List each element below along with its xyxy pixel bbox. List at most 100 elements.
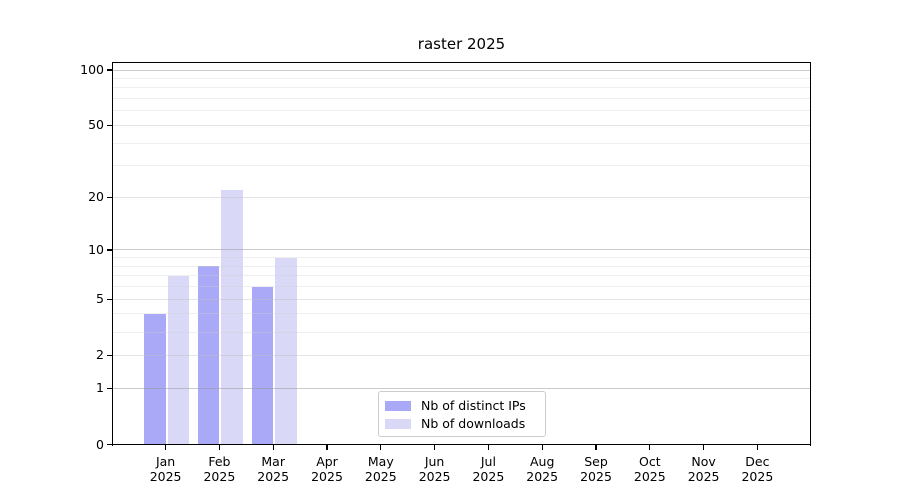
y-gridline-10 [113, 249, 810, 251]
bar-nb-of-downloads-mar-2025 [275, 257, 297, 445]
y-tick-1 [107, 387, 112, 389]
x-tick-label-feb-2025: Feb 2025 [191, 454, 247, 485]
y-tick-label-5: 5 [96, 291, 104, 307]
x-tick-jun-2025 [434, 445, 436, 450]
x-tick-nov-2025 [703, 445, 705, 450]
x-tick-jul-2025 [487, 445, 489, 450]
y-gridline-2 [113, 354, 810, 356]
x-tick-label-line: May [367, 453, 394, 469]
y-tick-label-20: 20 [88, 189, 104, 205]
y-gridline-minor-60 [113, 110, 810, 112]
x-tick-label-line: 2025 [203, 469, 236, 484]
x-tick-label-nov-2025: Nov 2025 [676, 454, 732, 485]
x-tick-oct-2025 [649, 445, 651, 450]
bar-nb-of-downloads-jan-2025 [167, 275, 190, 445]
x-tick-label-line: 2025 [311, 469, 343, 484]
y-tick-label-1: 1 [96, 380, 104, 396]
bar-nb-of-distinct-ips-feb-2025 [197, 266, 220, 445]
x-tick-mar-2025 [272, 445, 274, 450]
y-tick-100 [107, 69, 112, 71]
x-tick-apr-2025 [326, 445, 328, 450]
y-tick-50 [107, 124, 112, 127]
x-tick-label-line: Mar [261, 453, 285, 469]
x-tick-label-apr-2025: Apr 2025 [299, 454, 355, 485]
y-tick-label-0: 0 [96, 436, 104, 452]
axis-spine-left [112, 62, 114, 446]
x-tick-label-line: Feb [208, 453, 231, 469]
x-tick-label-line: Apr [316, 453, 338, 469]
x-tick-label-line: 2025 [741, 469, 774, 484]
x-tick-label-jul-2025: Jul 2025 [460, 454, 516, 485]
x-tick-label-line: 2025 [472, 469, 505, 484]
legend-label: Nb of distinct IPs [421, 398, 526, 413]
y-gridline-50 [113, 124, 810, 126]
legend-label: Nb of downloads [421, 416, 526, 431]
y-tick-2 [107, 354, 112, 356]
x-tick-label-sep-2025: Sep 2025 [568, 454, 624, 485]
legend-swatch-nb-of-distinct-ips [385, 400, 411, 411]
y-gridline-minor-6 [113, 286, 810, 288]
x-tick-may-2025 [380, 445, 382, 450]
y-gridline-5 [113, 298, 810, 300]
x-tick-jan-2025 [165, 445, 167, 450]
axis-spine-bottom [113, 444, 810, 446]
y-tick-label-10: 10 [88, 241, 104, 257]
legend-item-nb-of-downloads: Nb of downloads [385, 415, 538, 432]
y-gridline-minor-40 [113, 142, 810, 144]
x-tick-label-line: Jul [480, 453, 496, 469]
x-tick-label-line: Dec [745, 453, 770, 469]
x-tick-label-line: Sep [584, 453, 608, 469]
bar-nb-of-distinct-ips-mar-2025 [251, 286, 274, 445]
y-gridline-minor-7 [113, 275, 810, 277]
y-gridline-1 [113, 387, 810, 389]
x-tick-label-line: 2025 [257, 469, 290, 484]
y-gridline-20 [113, 196, 810, 198]
x-tick-label-line: Jan [155, 453, 176, 469]
x-tick-label-line: Aug [529, 453, 555, 469]
y-gridline-minor-4 [113, 313, 810, 315]
legend-item-nb-of-distinct-ips: Nb of distinct IPs [385, 397, 538, 414]
y-gridline-minor-8 [113, 265, 810, 267]
y-tick-label-50: 50 [88, 117, 104, 133]
x-tick-label-oct-2025: Oct 2025 [622, 454, 678, 485]
x-tick-label-dec-2025: Dec 2025 [729, 454, 785, 485]
chart-title: raster 2025 [417, 35, 506, 53]
axis-spine-top [113, 62, 810, 64]
y-gridline-100 [113, 69, 810, 71]
legend: Nb of distinct IPs Nb of downloads [378, 391, 546, 437]
x-tick-label-line: 2025 [526, 469, 559, 484]
x-tick-label-line: 2025 [149, 469, 182, 484]
x-tick-label-jan-2025: Jan 2025 [138, 454, 194, 485]
x-tick-label-mar-2025: Mar 2025 [245, 454, 301, 485]
y-gridline-minor-30 [113, 165, 810, 167]
y-gridline-minor-90 [113, 77, 810, 79]
x-tick-label-aug-2025: Aug 2025 [514, 454, 570, 485]
y-gridline-minor-80 [113, 87, 810, 89]
x-tick-label-jun-2025: Jun 2025 [407, 454, 463, 485]
x-tick-label-line: 2025 [364, 469, 397, 484]
x-tick-label-line: 2025 [418, 469, 451, 484]
y-tick-20 [107, 196, 112, 199]
y-tick-10 [107, 249, 112, 251]
bar-nb-of-distinct-ips-jan-2025 [144, 313, 166, 445]
x-tick-dec-2025 [756, 445, 758, 450]
x-tick-label-line: 2025 [633, 469, 666, 484]
y-tick-5 [107, 298, 112, 300]
y-gridline-minor-9 [113, 257, 810, 259]
x-tick-sep-2025 [595, 445, 597, 450]
x-tick-label-line: Oct [638, 453, 661, 469]
y-tick-label-2: 2 [96, 347, 104, 363]
y-gridline-minor-70 [113, 98, 810, 100]
y-tick-label-100: 100 [80, 62, 104, 78]
x-tick-feb-2025 [218, 445, 220, 450]
bar-nb-of-downloads-feb-2025 [221, 190, 243, 445]
x-tick-aug-2025 [541, 445, 543, 450]
x-tick-label-line: Jun [424, 453, 445, 469]
y-tick-0 [107, 443, 112, 446]
x-tick-label-may-2025: May 2025 [353, 454, 409, 485]
x-tick-label-line: Nov [691, 453, 716, 469]
